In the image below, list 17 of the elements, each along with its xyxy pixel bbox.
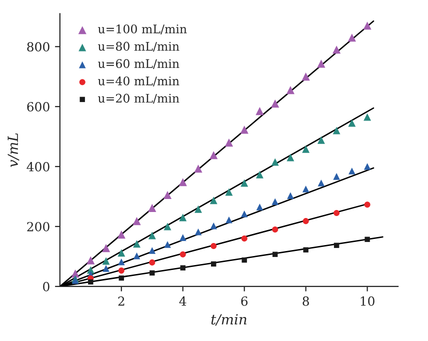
y-axis-title: v/mL [8, 133, 20, 167]
x-tick-label: 6 [241, 296, 248, 306]
y-tick-label: 400 [26, 162, 50, 172]
y-tick-label: 800 [27, 42, 50, 52]
legend-label: u=100 mL/min [98, 24, 187, 34]
x-tick-label: 8 [302, 296, 309, 306]
legend-label: u=80 mL/min [98, 42, 180, 52]
x-tick-label: 10 [360, 296, 374, 306]
legend-label: u=40 mL/min [98, 76, 180, 86]
legend-label: u=60 mL/min [98, 59, 180, 69]
x-tick-label: 2 [118, 296, 124, 306]
y-tick-label: 200 [27, 222, 50, 232]
y-tick-label: 600 [27, 102, 50, 112]
x-axis-title: t/min [211, 314, 246, 326]
legend-label: u=20 mL/min [98, 94, 180, 104]
x-tick-label: 4 [179, 296, 186, 306]
y-tick-label: 0 [43, 282, 50, 292]
